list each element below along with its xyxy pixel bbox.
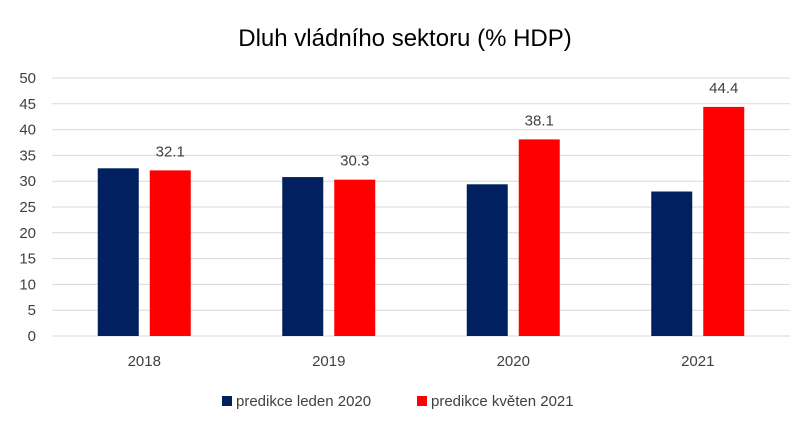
x-tick-label: 2019 bbox=[312, 353, 345, 370]
x-tick-label: 2018 bbox=[128, 353, 161, 370]
y-tick-label: 45 bbox=[19, 96, 36, 113]
bar-kveten-2021-2019 bbox=[334, 179, 376, 336]
y-axis-ticks: 0 5 10 15 20 25 30 35 40 45 50 bbox=[19, 70, 36, 345]
data-label: 30.3 bbox=[340, 153, 369, 170]
y-tick-label: 40 bbox=[19, 122, 36, 139]
bar-leden-2020-2020 bbox=[466, 184, 508, 336]
y-tick-label: 25 bbox=[19, 199, 36, 216]
data-label: 44.4 bbox=[709, 80, 738, 97]
x-tick-label: 2020 bbox=[497, 353, 530, 370]
x-tick-label: 2021 bbox=[681, 353, 714, 370]
legend-swatch-leden-2020 bbox=[222, 396, 232, 406]
y-tick-label: 10 bbox=[19, 276, 36, 293]
y-tick-label: 20 bbox=[19, 225, 36, 242]
legend-label: predikce leden 2020 bbox=[236, 393, 371, 410]
data-label: 38.1 bbox=[525, 112, 554, 129]
bars: 32.1 30.3 38.1 44.4 bbox=[97, 80, 745, 336]
bar-kveten-2021-2020 bbox=[518, 139, 560, 336]
x-axis-categories: 2018 2019 2020 2021 bbox=[128, 353, 715, 370]
y-tick-label: 5 bbox=[28, 302, 36, 319]
bar-kveten-2021-2021 bbox=[703, 106, 745, 336]
bar-leden-2020-2018 bbox=[97, 168, 139, 336]
y-tick-label: 15 bbox=[19, 251, 36, 268]
legend-swatch-kveten-2021 bbox=[417, 396, 427, 406]
bar-leden-2020-2019 bbox=[282, 177, 324, 336]
y-tick-label: 35 bbox=[19, 147, 36, 164]
y-tick-label: 0 bbox=[28, 328, 36, 345]
legend-label: predikce květen 2021 bbox=[431, 393, 574, 410]
y-tick-label: 30 bbox=[19, 173, 36, 190]
chart-title: Dluh vládního sektoru (% HDP) bbox=[238, 25, 571, 52]
y-tick-label: 50 bbox=[19, 70, 36, 87]
bar-leden-2020-2021 bbox=[651, 191, 693, 336]
data-label: 32.1 bbox=[156, 143, 185, 160]
legend: predikce leden 2020 predikce květen 2021 bbox=[222, 393, 574, 410]
bar-kveten-2021-2018 bbox=[149, 170, 191, 336]
